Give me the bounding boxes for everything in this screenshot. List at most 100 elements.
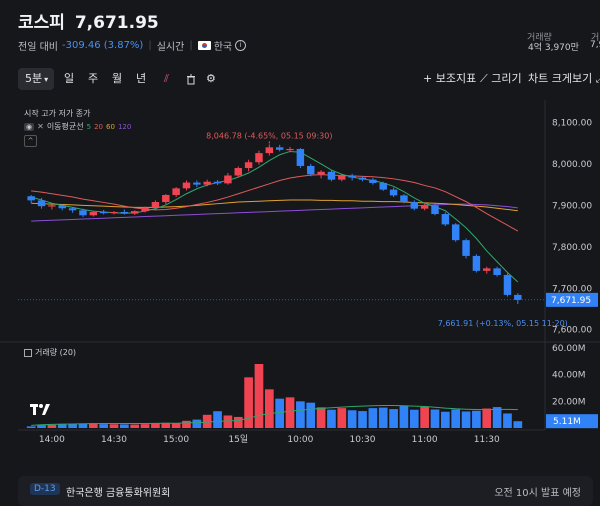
draw-label: 그리기 xyxy=(491,72,522,85)
candle-body xyxy=(338,175,346,180)
price-tick-label: 7,600.00 xyxy=(552,326,592,336)
ma-60-label: 60 xyxy=(106,122,115,131)
volume-bar xyxy=(461,411,471,428)
candle-body xyxy=(244,162,253,169)
volume-bar xyxy=(358,411,367,428)
volume-bar xyxy=(316,407,326,428)
eye-icon[interactable]: ◉ xyxy=(24,122,35,131)
candle-body xyxy=(420,205,429,209)
candle-body xyxy=(37,200,46,207)
price-tick-label: 7,700.00 xyxy=(552,284,592,294)
current-price-badge xyxy=(546,292,598,307)
candle-body xyxy=(514,294,522,300)
ohlc-legend: 시작 고가 저가 종가 xyxy=(24,109,91,118)
enlarge-chart-button[interactable]: 차트 크게보기 ⤢ xyxy=(528,68,600,90)
close-icon[interactable]: ✕ xyxy=(37,122,44,131)
volume-bar xyxy=(296,401,305,428)
volume-bar xyxy=(492,407,502,428)
event-title: 한국은행 금융통화위원회 xyxy=(66,488,171,499)
candle-body xyxy=(265,147,274,154)
candle-body xyxy=(472,255,481,271)
price-tick-label: 7,800.00 xyxy=(552,243,592,253)
index-price: 7,671.95 xyxy=(74,13,159,33)
index-title: 코스피 7,671.95 xyxy=(18,8,159,33)
volume-bar xyxy=(472,410,481,428)
current-price-label: 7,671.95 xyxy=(551,296,591,306)
volume-bar xyxy=(47,424,57,428)
ma120-line xyxy=(31,203,518,222)
candle-body xyxy=(327,171,336,180)
volume-bar xyxy=(161,422,171,428)
candle-body xyxy=(99,211,108,214)
plus-icon: + xyxy=(423,72,433,85)
volume-bar xyxy=(440,411,450,428)
candle-body xyxy=(431,205,439,215)
gear-icon[interactable]: ⚙ xyxy=(206,72,216,85)
candle-body xyxy=(358,177,367,180)
index-name: 코스피 xyxy=(18,13,65,33)
realtime-label: 실시간 xyxy=(156,42,185,53)
volume-bar xyxy=(503,413,512,428)
candle-body xyxy=(286,148,294,151)
volume-bar xyxy=(285,397,295,428)
candle-body xyxy=(48,205,56,207)
trash-icon[interactable] xyxy=(186,68,196,90)
candle-body xyxy=(348,175,356,178)
candle-type-icon[interactable]: ⫽ xyxy=(164,72,169,85)
period-year[interactable]: 년 xyxy=(136,72,147,85)
period-month[interactable]: 월 xyxy=(112,72,123,85)
candle-body xyxy=(317,171,325,175)
volume-bar xyxy=(378,407,388,428)
candle-body xyxy=(493,268,501,275)
candle-body xyxy=(120,211,129,214)
candle-body xyxy=(379,182,387,190)
candle-body xyxy=(234,168,242,176)
economic-event-bar[interactable]: D-13 한국은행 금융통화위원회 오전 10시 발표 예정 xyxy=(18,476,593,506)
candle-body xyxy=(255,153,263,163)
candle-body xyxy=(483,268,491,271)
price-tick-label: 8,100.00 xyxy=(552,118,592,128)
interval-select[interactable]: 5분 ▾ xyxy=(18,68,54,90)
candle-body xyxy=(27,196,35,201)
prev-day-label: 전일 대비 xyxy=(18,42,58,53)
low-annotation: 7,661.91 (+0.13%, 05.15 11:20) xyxy=(438,319,568,328)
candle-body xyxy=(151,202,160,208)
draw-button[interactable]: ⟋ 그리기 xyxy=(480,68,522,90)
ma20-line xyxy=(31,174,519,232)
price-tick-label: 8,000.00 xyxy=(552,160,592,170)
volume-bar xyxy=(151,423,160,428)
indicators-button[interactable]: + 보조지표 xyxy=(423,68,476,90)
price-subline: 전일 대비 -309.46 (3.87%) | 실시간 | 한국 i xyxy=(18,38,247,53)
volume-bar xyxy=(120,424,129,428)
volume-bar xyxy=(202,414,212,428)
candle-body xyxy=(79,210,87,216)
volume-bar xyxy=(306,402,316,428)
volume-bar xyxy=(78,423,88,428)
chevron-down-icon: ▾ xyxy=(44,75,49,84)
period-week[interactable]: 주 xyxy=(88,72,99,85)
volume-bar xyxy=(37,425,46,428)
volume-bar xyxy=(430,409,440,428)
volume-bar xyxy=(389,409,398,428)
volume-bar xyxy=(337,408,347,428)
time-tick-label: 11:00 xyxy=(412,435,438,445)
time-tick-label: 10:30 xyxy=(350,435,376,445)
volume-bar xyxy=(109,424,119,428)
ma-legend: ◉ ✕ 이동평균선 5 20 60 120 xyxy=(24,121,131,132)
volume-bar xyxy=(451,409,461,428)
info-icon[interactable]: i xyxy=(235,40,247,51)
volume-bar xyxy=(409,409,419,428)
collapse-legend-button[interactable]: ^ xyxy=(24,135,37,147)
candle-body xyxy=(410,202,419,209)
volume-bar xyxy=(368,408,378,428)
candle-body xyxy=(503,274,512,295)
cut-off-label: 거 xyxy=(591,33,600,43)
current-volume-badge xyxy=(546,414,598,429)
korea-flag-icon xyxy=(197,41,211,50)
period-day[interactable]: 일 xyxy=(64,72,75,85)
ma-120-label: 120 xyxy=(117,122,132,131)
time-tick-label: 10:00 xyxy=(287,435,313,445)
d-day-badge: D-13 xyxy=(30,483,60,495)
volume-bar xyxy=(513,421,523,428)
